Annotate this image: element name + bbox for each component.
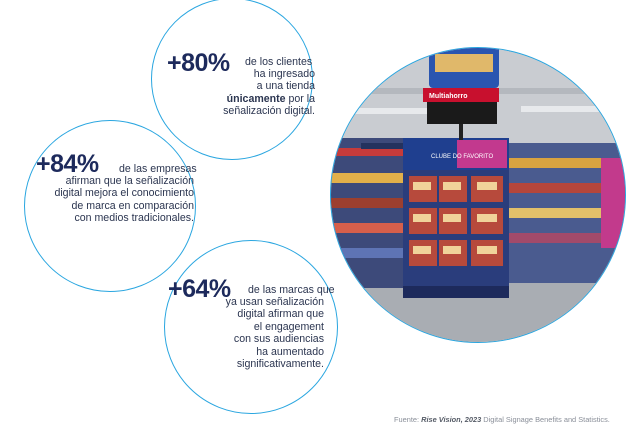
stat-description-rest: ha ingresado a una tienda únicamente por… [223, 68, 315, 118]
stat-description-rest: ya usan señalización digital afirman que… [225, 296, 324, 371]
source-footnote: Fuente: Rise Vision, 2023 Digital Signag… [394, 415, 610, 424]
stat-percent: +84% [36, 150, 99, 178]
stat-circle-bottom [164, 240, 338, 414]
stat-description-rest: afirman que la señalización digital mejo… [54, 175, 194, 225]
stat-description: de las empresas [119, 163, 197, 175]
store-aisle-photo: CLUBE DO FAVORITO Multiahorro [330, 47, 626, 343]
stat-percent: +64% [168, 275, 231, 303]
sign-brand: Multiahorro [429, 93, 468, 100]
stat-description: de los clientes [245, 56, 313, 68]
stat-circle-top [151, 0, 313, 160]
stat-percent: +80% [167, 49, 230, 77]
display-text: CLUBE DO FAVORITO [431, 154, 493, 160]
stat-description: de las marcas que [248, 284, 335, 296]
store-aisle-illustration: CLUBE DO FAVORITO Multiahorro [331, 48, 625, 342]
stat-circle-left [24, 120, 196, 292]
